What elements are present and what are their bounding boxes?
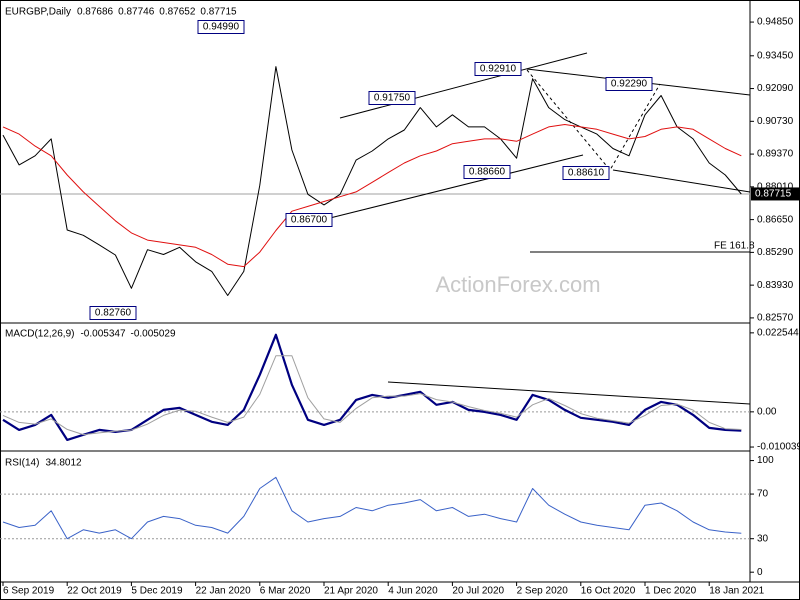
- x-tick-label: 20 Jul 2020: [452, 586, 504, 597]
- x-tick-label: 22 Oct 2019: [67, 586, 122, 597]
- price-label: 0.92290: [611, 79, 648, 90]
- price-label-box: [463, 165, 511, 179]
- last-price-box: [751, 187, 799, 201]
- y-tick-label: 0.85290: [757, 247, 794, 258]
- y-tick-label: 0.022544: [757, 327, 799, 338]
- y-tick-label: 100: [757, 455, 774, 466]
- panel-title: RSI(14): [5, 458, 39, 469]
- price-label: 0.92910: [480, 64, 517, 75]
- x-tick-label: 5 Dec 2019: [131, 586, 183, 597]
- fe-label: FE 161.8: [714, 241, 755, 252]
- series-line: [2, 355, 742, 436]
- y-tick-label: 0.94850: [757, 17, 794, 28]
- trend-line: [612, 169, 751, 193]
- y-tick-label: 30: [757, 533, 769, 544]
- panel-title: EURGBP,Daily: [5, 7, 71, 18]
- x-tick-label: 22 Jan 2020: [196, 586, 251, 597]
- y-tick-label: 0.86650: [757, 214, 794, 225]
- price-label-box: [605, 77, 653, 91]
- x-tick-label: 18 Jan 2021: [709, 586, 764, 597]
- readout: 0.87686: [77, 7, 114, 18]
- x-tick-label: 16 Oct 2020: [581, 586, 636, 597]
- price-label: 0.82760: [95, 308, 132, 319]
- price-label: 0.86700: [291, 215, 328, 226]
- y-tick-label: 0.93450: [757, 50, 794, 61]
- readout: -0.005347: [80, 329, 125, 340]
- y-tick-label: 0.83930: [757, 280, 794, 291]
- x-tick-label: 4 Jun 2020: [388, 586, 438, 597]
- fib-guide: [526, 69, 661, 171]
- watermark: ActionForex.com: [435, 272, 600, 297]
- y-tick-label: 0.00: [757, 406, 777, 417]
- x-tick-label: 1 Dec 2020: [645, 586, 697, 597]
- readout: 0.87652: [159, 7, 196, 18]
- price-label: 0.88610: [568, 168, 605, 179]
- series-line: [2, 66, 742, 296]
- y-tick-label: 0.88010: [757, 181, 794, 192]
- series-line: [2, 476, 742, 540]
- x-tick-label: 6 Mar 2020: [260, 586, 311, 597]
- trend-line: [329, 154, 584, 219]
- readout: 0.87746: [118, 7, 155, 18]
- price-label-box: [368, 91, 416, 105]
- price-label-box: [562, 166, 610, 180]
- trend-line: [339, 52, 588, 119]
- y-tick-label: 0.82570: [757, 313, 794, 324]
- price-label-box: [474, 62, 522, 76]
- price-label: 0.91750: [374, 93, 411, 104]
- y-tick-label: 0.89370: [757, 149, 794, 160]
- y-tick-label: 0: [757, 567, 763, 578]
- price-label: 0.88660: [469, 167, 506, 178]
- y-tick-label: 0.90730: [757, 116, 794, 127]
- y-tick-label: 70: [757, 489, 769, 500]
- last-price-label: 0.87715: [755, 189, 792, 200]
- series-line: [2, 124, 742, 268]
- x-tick-label: 21 Apr 2020: [324, 586, 378, 597]
- price-label: 0.94990: [203, 22, 240, 33]
- readout: 0.87715: [200, 7, 237, 18]
- panel-title: MACD(12,26,9): [5, 329, 74, 340]
- y-tick-label: -0.010039: [757, 442, 800, 453]
- x-tick-label: 6 Sep 2019: [3, 586, 55, 597]
- x-tick-label: 2 Sep 2020: [517, 586, 569, 597]
- macd-trend: [387, 381, 751, 405]
- price-label-box: [197, 20, 245, 34]
- price-label-box: [285, 213, 333, 227]
- price-label-box: [89, 306, 137, 320]
- readout: 34.8012: [45, 458, 82, 469]
- readout: -0.005029: [131, 329, 176, 340]
- y-tick-label: 0.92090: [757, 83, 794, 94]
